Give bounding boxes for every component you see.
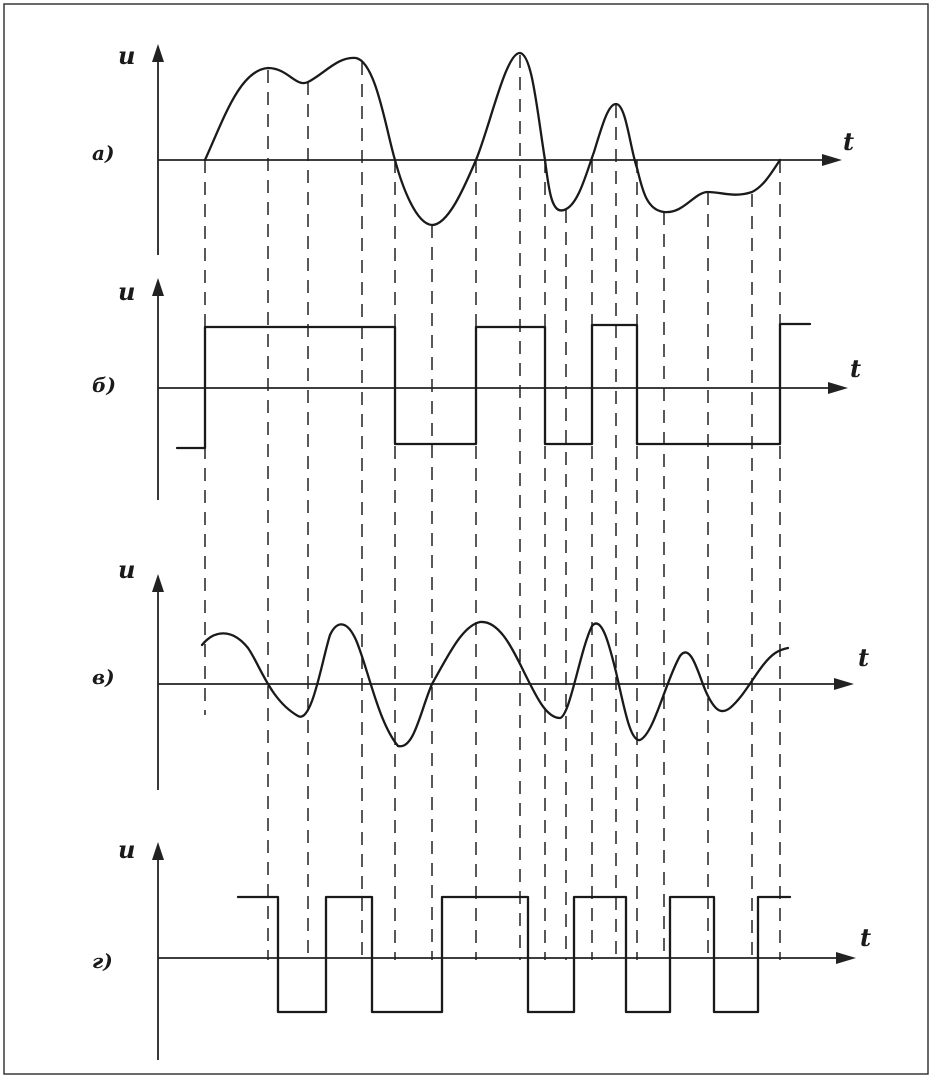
panel-label: г)	[92, 949, 113, 973]
x-axis-label: t	[858, 643, 869, 672]
panel-label: в)	[92, 665, 115, 689]
y-axis-arrow	[152, 574, 164, 592]
y-axis-label: u	[118, 41, 135, 70]
panel-a: u t а)	[92, 41, 854, 255]
projection-lines	[204, 55, 781, 960]
x-axis-label: t	[843, 127, 854, 156]
derivative-waveform	[200, 620, 790, 748]
x-axis-arrow	[828, 382, 848, 394]
x-axis-label: t	[860, 923, 871, 952]
panel-label: а)	[92, 141, 114, 165]
y-axis-arrow	[152, 278, 164, 296]
panel-b: u t б)	[92, 277, 861, 500]
figure-border	[3, 3, 929, 1075]
panel-label: б)	[92, 373, 116, 397]
x-axis-arrow	[822, 154, 842, 166]
y-axis-label: u	[118, 835, 135, 864]
y-axis-arrow	[152, 842, 164, 860]
y-axis-arrow	[152, 44, 164, 62]
x-axis-arrow	[834, 678, 854, 690]
input-waveform	[203, 51, 782, 227]
sign-of-derivative-square-wave	[236, 895, 792, 1014]
x-axis-label: t	[850, 354, 861, 383]
y-axis-label: u	[118, 277, 135, 306]
sign-of-input-square-wave	[175, 322, 812, 450]
panel-v: u t в)	[92, 555, 869, 790]
panel-g: u t г)	[92, 835, 871, 1060]
y-axis-label: u	[118, 555, 135, 584]
x-axis-arrow	[836, 952, 856, 964]
